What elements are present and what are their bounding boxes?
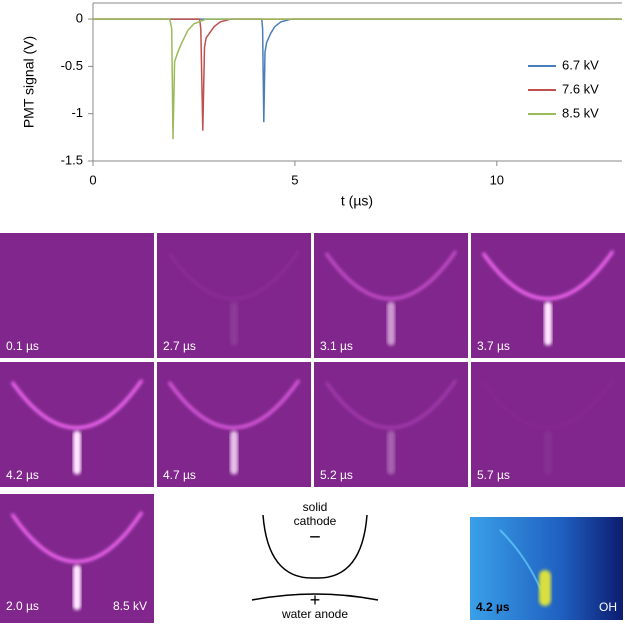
cathode-label: cathode (294, 514, 337, 528)
y-tick-label: -0.5 (61, 58, 83, 73)
channel-glow (544, 430, 552, 475)
cathode-sign: − (309, 526, 321, 548)
discharge-glow (167, 250, 301, 301)
panel-voltage: 8.5 kV (113, 599, 147, 613)
cathode-label: solid (303, 500, 328, 514)
panel-time: 2.0 µs (6, 599, 39, 613)
panel-time: 5.2 µs (320, 468, 353, 482)
channel-glow (230, 301, 238, 346)
legend-label: 7.6 kV (562, 81, 599, 96)
panel-time: 2.7 µs (163, 339, 196, 353)
y-tick-label: -1.5 (61, 152, 83, 167)
panel-time: 4.2 µs (6, 468, 39, 482)
discharge-glow (481, 250, 615, 301)
anode-label: water anode (281, 607, 348, 621)
channel-glow (544, 301, 552, 346)
y-axis-label: PMT signal (V) (21, 36, 37, 128)
cathode-shape (262, 514, 368, 579)
panel-time: 3.1 µs (320, 339, 353, 353)
panel-time: 4.7 µs (163, 468, 196, 482)
anode-shape (251, 593, 379, 601)
channel-glow (73, 430, 81, 475)
x-tick-label: 0 (89, 172, 96, 187)
oh-time: 4.2 µs (476, 600, 510, 614)
legend-label: 6.7 kV (562, 57, 599, 72)
x-tick-label: 10 (490, 172, 504, 187)
series-line (93, 18, 622, 131)
channel-glow (387, 430, 395, 475)
series-line (93, 18, 622, 140)
discharge-glow (481, 379, 615, 430)
image-panel (0, 233, 154, 358)
y-tick-label: 0 (76, 11, 83, 26)
oh-label: OH (599, 600, 617, 614)
discharge-glow (324, 250, 458, 301)
discharge-glow (324, 379, 458, 430)
oh-spot (539, 570, 551, 606)
anode-sign: + (310, 590, 321, 610)
panel-time: 3.7 µs (477, 339, 510, 353)
electrode-diagram: solid cathode − + water anode (251, 500, 379, 621)
line-chart: PMT signal (V) t (µs) 0 -0.5 -1 -1.5 0 5 10 6.7… (21, 2, 622, 209)
legend-label: 8.5 kV (562, 105, 599, 120)
discharge-glow (167, 379, 301, 430)
panel-time: 0.1 µs (6, 339, 39, 353)
panel-time: 5.7 µs (477, 468, 510, 482)
channel-glow (387, 301, 395, 346)
y-tick-label: -1 (71, 105, 83, 120)
series-line (93, 18, 622, 123)
x-axis-label: t (µs) (341, 193, 373, 209)
channel-glow (73, 564, 81, 611)
channel-glow (230, 430, 238, 475)
discharge-glow (10, 511, 144, 563)
x-tick-label: 5 (291, 172, 298, 187)
discharge-glow (10, 379, 144, 430)
